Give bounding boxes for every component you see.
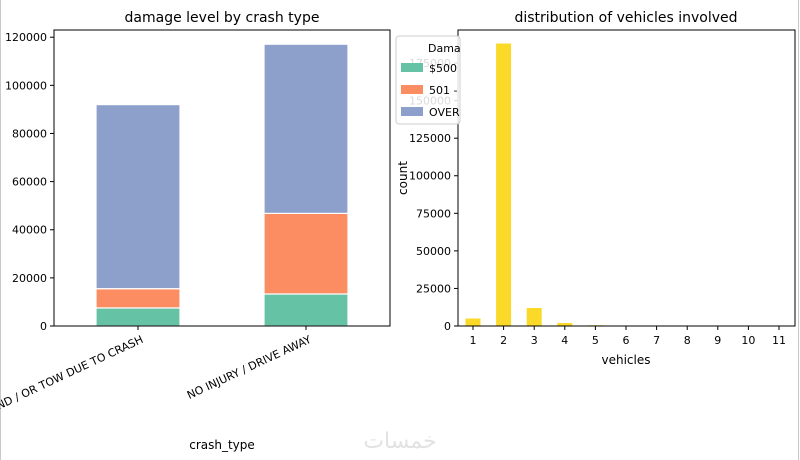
legend-title: Dama: [428, 42, 461, 55]
x-tick-label: 7: [653, 334, 660, 347]
vehicles-chart-y-label: count: [396, 161, 410, 195]
x-tick-label: 3: [531, 334, 538, 347]
vehicles-chart-x-label: vehicles: [602, 353, 651, 367]
bar-1-segment-2: [95, 288, 181, 309]
vehicle-bar-1: [465, 318, 481, 326]
damage-chart-title: damage level by crash type: [125, 10, 320, 26]
y-tick-label: 40000: [12, 224, 47, 237]
damage-chart-x-ticks: INJURY AND / OR TOW DUE TO CRASH NO INJUR…: [0, 326, 314, 433]
x-tick-label: 8: [684, 334, 691, 347]
damage-chart-bars: [95, 43, 349, 327]
x-tick-label: 5: [592, 334, 599, 347]
vehicles-chart-title: distribution of vehicles involved: [514, 10, 737, 26]
y-tick-label: 100000: [409, 170, 451, 183]
vehicles-chart-x-ticks: 1 2 3 4 5 6 7 8 9 10 11: [470, 326, 786, 347]
x-tick-label: 1: [470, 334, 477, 347]
damage-chart-plot-frame: [53, 29, 391, 327]
vehicle-bar-3: [526, 307, 542, 326]
y-tick-label: 25000: [416, 282, 451, 295]
y-tick-label: 60000: [12, 176, 47, 189]
y-tick-label: 75000: [416, 207, 451, 220]
legend-swatch: [401, 107, 423, 116]
y-tick-label: 100000: [5, 79, 47, 92]
legend-box: [395, 35, 461, 125]
legend-swatch: [401, 85, 423, 94]
bar-1-segment-1: [95, 307, 181, 327]
legend-label: $500: [429, 62, 457, 75]
x-tick-label: 6: [623, 334, 630, 347]
bar-2-segment-2: [263, 212, 349, 295]
y-tick-label: 0: [40, 320, 47, 333]
x-tick-label: 10: [741, 334, 755, 347]
y-tick-label: 125000: [409, 132, 451, 145]
x-tick-label: NO INJURY / DRIVE AWAY: [185, 333, 313, 402]
vehicles-chart-bars: [465, 43, 787, 327]
legend-label: OVER: [429, 106, 460, 119]
x-tick-label: 4: [561, 334, 568, 347]
damage-legend: Dama $500 501 - OVER: [395, 35, 461, 125]
watermark-logo: خمسات: [363, 429, 436, 454]
damage-chart-y-ticks: 0 20000 40000 60000 80000 100000 120000: [5, 31, 54, 333]
bar-1-segment-3: [95, 104, 181, 290]
x-tick-label: 9: [714, 334, 721, 347]
legend-label: 501 -: [429, 84, 457, 97]
x-tick-label: 11: [772, 334, 786, 347]
y-tick-label: 120000: [5, 31, 47, 44]
bar-2-segment-1: [263, 293, 349, 327]
y-tick-label: 80000: [12, 127, 47, 140]
x-tick-label: INJURY AND / OR TOW DUE TO CRASH: [0, 333, 145, 433]
left-frame-line: [0, 0, 1, 460]
vehicle-bar-4: [557, 322, 573, 326]
legend-entries: $500 501 - OVER: [401, 62, 460, 119]
y-tick-label: 0: [444, 320, 451, 333]
damage-chart-x-label: crash_type: [189, 438, 255, 452]
right-frame-line: [798, 0, 799, 460]
y-tick-label: 50000: [416, 245, 451, 258]
legend-swatch: [401, 63, 423, 72]
x-tick-label: 2: [500, 334, 507, 347]
vehicle-bar-2: [496, 43, 512, 327]
bar-2-segment-3: [263, 43, 349, 214]
damage-chart: damage level by crash type 0 20000 40000 60…: [0, 10, 391, 452]
y-tick-label: 20000: [12, 272, 47, 285]
